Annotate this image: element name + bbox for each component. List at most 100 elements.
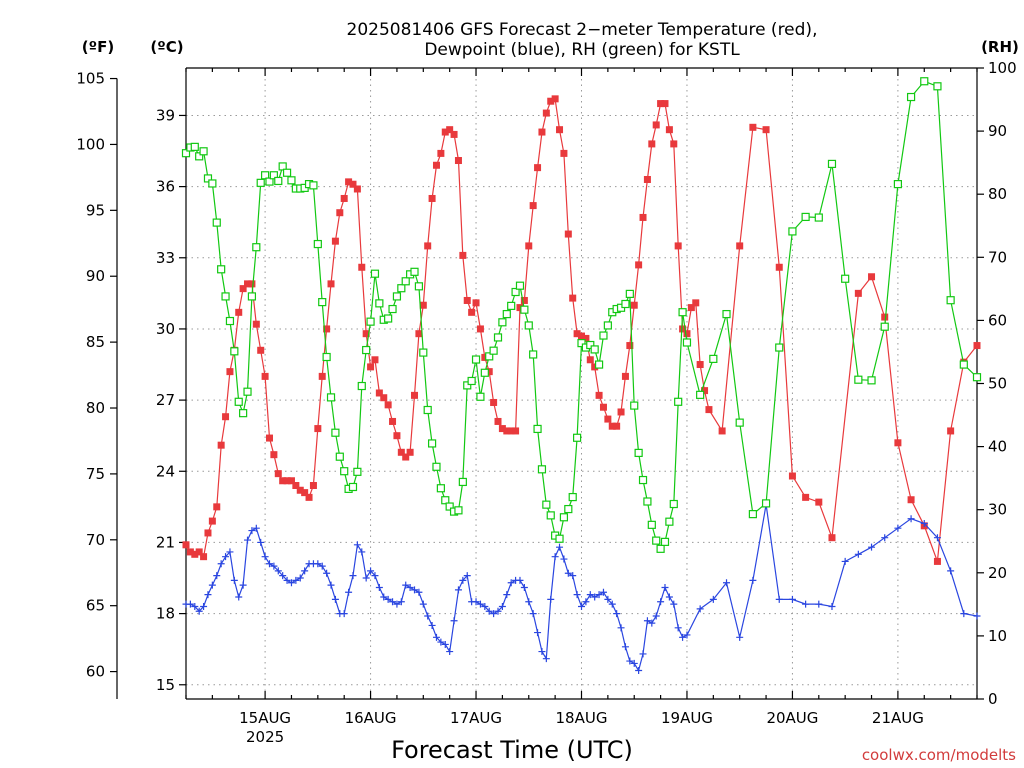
dewpoint-point [397, 598, 405, 606]
rh-point [441, 496, 450, 505]
temperature-point [894, 439, 902, 447]
chart-title-line-2: Dewpoint (blue), RH (green) for KSTL [424, 40, 740, 60]
temperature-point [213, 503, 221, 511]
dewpoint-point [529, 610, 537, 618]
rh-point [827, 159, 837, 169]
rh-point [392, 292, 402, 301]
temperature-point [331, 237, 339, 245]
temperature-point [696, 361, 704, 369]
rh-point [906, 92, 916, 102]
rh-point [920, 77, 929, 86]
dewpoint-point [244, 536, 252, 544]
dewpoint-point [775, 595, 783, 603]
rh-point [577, 339, 586, 348]
temperature-point [657, 100, 665, 108]
temperature-point [463, 296, 471, 304]
series-layer [181, 77, 982, 675]
temperature-point [446, 126, 454, 134]
temperature-series [182, 95, 981, 565]
dewpoint-point [828, 602, 836, 610]
rh-point [630, 401, 639, 410]
temperature-point [595, 391, 603, 399]
temperature-point [775, 263, 783, 271]
temperature-point [309, 482, 317, 490]
fahrenheit-unit-label: (ºF) [82, 38, 114, 56]
temperature-point [512, 427, 520, 435]
rh-series [181, 77, 982, 553]
rh-point [586, 340, 595, 350]
temperature-point [573, 330, 581, 338]
dewpoint-point [960, 610, 968, 618]
dewpoint-point [749, 576, 757, 584]
temperature-point [393, 432, 401, 440]
temperature-point [406, 448, 414, 456]
dewpoint-point [639, 650, 647, 658]
rh-point [471, 355, 481, 364]
rh-point [282, 168, 292, 177]
dewpoint-point [270, 562, 278, 570]
temperature-point [718, 427, 726, 435]
celsius-tick-label: 39 [156, 106, 175, 124]
temperature-point [639, 213, 647, 221]
rh-point [287, 176, 296, 185]
dewpoint-point [323, 569, 331, 577]
rh-point [225, 316, 235, 326]
temperature-point [973, 342, 981, 350]
rh-point [972, 373, 982, 382]
dewpoint-point [648, 619, 656, 627]
rh-point [660, 537, 670, 546]
dewpoint-point [621, 643, 629, 651]
temperature-point [239, 285, 247, 293]
celsius-tick-label: 36 [156, 178, 175, 196]
dewpoint-point [301, 567, 309, 575]
rh-point [384, 314, 393, 323]
dewpoint-point [973, 612, 981, 620]
rh-point [542, 500, 551, 509]
dewpoint-point [349, 572, 357, 580]
rh-point [722, 309, 731, 319]
dewpoint-point [815, 600, 823, 608]
temperature-point [270, 451, 278, 459]
dewpoint-point [428, 621, 436, 629]
dewpoint-point [947, 567, 955, 575]
temperature-point [551, 95, 559, 103]
rh-point [682, 338, 692, 347]
dewpoint-point [318, 562, 326, 570]
temperature-point [314, 425, 322, 433]
fahrenheit-tick-label: 80 [86, 399, 105, 417]
temperature-point [494, 417, 502, 425]
temperature-point [182, 541, 190, 549]
temperature-point [222, 413, 230, 421]
rh-point [568, 492, 577, 502]
dewpoint-point [296, 574, 304, 582]
temperature-point [389, 417, 397, 425]
temperature-point [507, 427, 515, 435]
temperature-point [296, 486, 304, 494]
temperature-point [498, 425, 506, 433]
dewpoint-point [841, 557, 849, 565]
rh-point [309, 181, 318, 190]
dewpoint-point [252, 524, 260, 532]
chart-title-line-1: 2025081406 GFS Forecast 2−meter Temperat… [347, 20, 818, 40]
dewpoint-point [534, 629, 542, 637]
fahrenheit-tick-label: 90 [86, 267, 105, 285]
dewpoint-point [476, 600, 484, 608]
rh-point [436, 484, 445, 493]
dewpoint-point [542, 655, 550, 663]
temperature-point [371, 356, 379, 364]
dewpoint-series [182, 500, 981, 675]
x-tick-label: 18AUG [556, 709, 608, 727]
celsius-tick-label: 18 [156, 605, 175, 623]
dewpoint-point [494, 607, 502, 615]
rh-point [247, 292, 257, 301]
rh-tick-label: 80 [988, 185, 1007, 203]
rh-point [507, 301, 516, 310]
rh-point [340, 467, 349, 476]
dewpoint-point [582, 598, 590, 606]
dewpoint-point [274, 567, 282, 575]
rh-point [335, 452, 344, 461]
rh-point [493, 333, 503, 342]
dewpoint-point [472, 598, 480, 606]
rh-point [221, 292, 230, 301]
dewpoint-point [643, 617, 651, 625]
